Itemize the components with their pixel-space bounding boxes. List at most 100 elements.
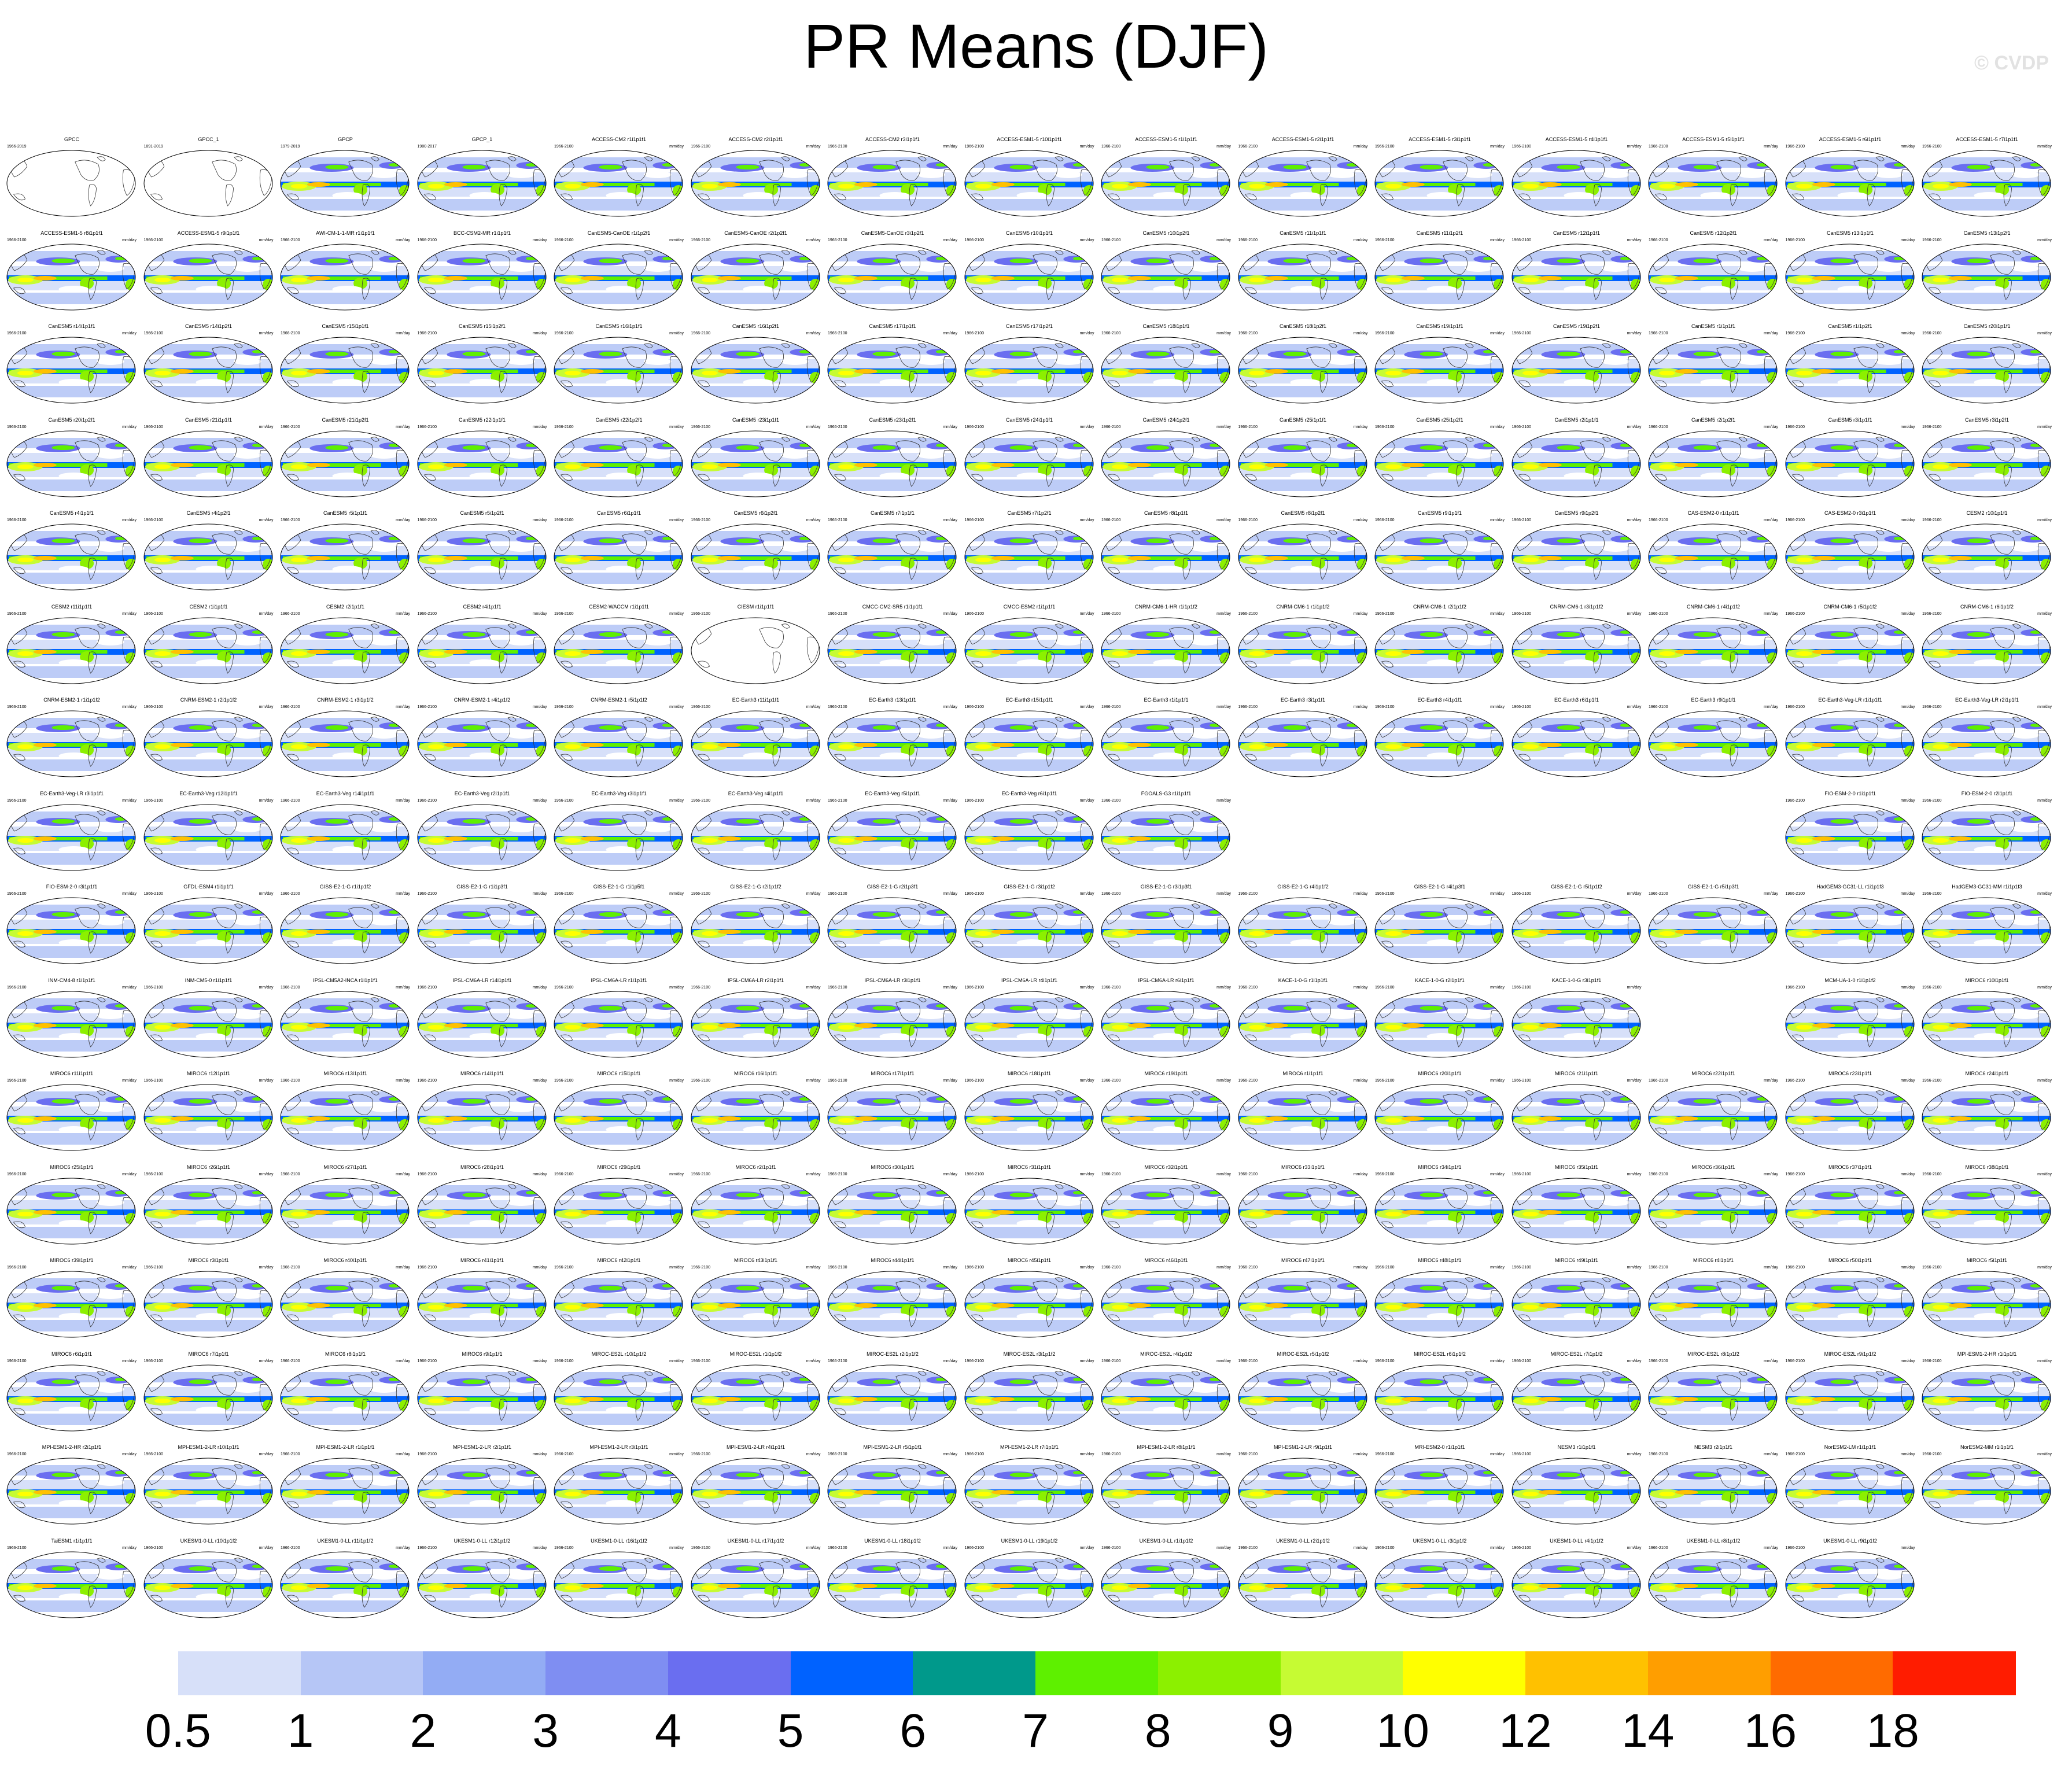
panel-title: MIROC6 r28i1p1f1 <box>460 1164 504 1170</box>
panel-units: mm/day <box>259 1545 274 1550</box>
panel-period: 1966-2100 <box>964 798 984 803</box>
panel-units: mm/day <box>943 611 957 616</box>
map-panel: MIROC6 r4i1p1f1 1966-2100 mm/day <box>1647 1257 1779 1344</box>
panel-units: mm/day <box>1353 892 1368 896</box>
world-map <box>827 1084 957 1151</box>
panel-period: 1966-2100 <box>7 892 27 896</box>
panel-units: mm/day <box>806 1545 821 1550</box>
map-panel: CNRM-CM6-1-HR r1i1p1f2 1966-2100 mm/day <box>1100 604 1232 691</box>
panel-units: mm/day <box>1764 611 1778 616</box>
precip-field <box>1238 244 1367 310</box>
precip-field <box>1238 1551 1367 1618</box>
precip-field <box>281 1271 409 1337</box>
panel-period: 1966-2100 <box>964 985 984 990</box>
panel-period: 1966-2100 <box>1101 425 1121 429</box>
precip-field <box>1375 991 1503 1057</box>
panel-period: 1966-2100 <box>1375 1359 1395 1363</box>
world-map <box>1785 523 1914 591</box>
precip-field <box>1922 1084 2051 1150</box>
panel-period: 1966-2100 <box>281 238 300 242</box>
panel-units: mm/day <box>1490 1079 1505 1083</box>
precip-field <box>1375 1551 1503 1618</box>
panel-period: 1966-2100 <box>1922 985 1942 990</box>
world-map <box>691 1364 820 1431</box>
precip-field <box>1238 430 1367 497</box>
panel-title: UKESM1-0-LL r8i1p1f2 <box>1686 1537 1741 1544</box>
panel-title: MIROC6 r23i1p1f1 <box>1828 1071 1872 1076</box>
panel-units: mm/day <box>1627 425 1642 429</box>
panel-title: ACCESS-ESM1-5 r8i1p1f1 <box>40 230 103 236</box>
panel-title: CanESM5 r25i1p2f1 <box>1416 416 1463 423</box>
panel-units: mm/day <box>2037 892 2052 896</box>
map-panel: GPCC_1 1891-2019 <box>143 137 275 223</box>
map-outline <box>417 804 546 870</box>
map-panel: EC-Earth3-Veg r4i1p1f1 1966-2100 mm/day <box>690 791 822 877</box>
world-map <box>280 991 410 1057</box>
panel-title: GISS-E2-1-G r2i1p1f2 <box>730 884 781 890</box>
precip-field <box>1375 898 1503 964</box>
world-map <box>1101 1364 1230 1431</box>
precip-field <box>828 430 956 497</box>
panel-units: mm/day <box>943 1545 957 1550</box>
map-panel: FIO-ESM-2-0 r1i1p1f1 1966-2100 mm/day <box>1785 791 1916 877</box>
map-panel: CanESM5 r2i1p2f1 1966-2100 mm/day <box>1647 417 1779 504</box>
world-map <box>964 150 1093 217</box>
map-outline <box>554 150 683 217</box>
panel-title: MIROC6 r13i1p1f1 <box>323 1071 367 1076</box>
precip-field <box>554 1271 683 1337</box>
colorbar-tick-label: 5 <box>777 1705 804 1757</box>
map-outline <box>827 1178 957 1244</box>
world-map <box>964 617 1093 684</box>
precip-field <box>828 1551 956 1618</box>
map-panel: MIROC6 r28i1p1f1 1966-2100 mm/day <box>416 1164 548 1251</box>
map-outline <box>1785 1178 1914 1244</box>
panel-title: NorESM2-MM r1i1p1f1 <box>1960 1444 2014 1450</box>
panel-period: 1966-2100 <box>691 518 710 522</box>
map-outline <box>143 897 272 964</box>
panel-period: 1966-2100 <box>1375 985 1395 990</box>
map-panel: MIROC6 r8i1p1f1 1966-2100 mm/day <box>279 1351 411 1438</box>
panel-title: CanESM5 r23i1p1f1 <box>732 416 780 423</box>
map-outline <box>1511 617 1640 684</box>
panel-title: UKESM1-0-LL r11i1p1f2 <box>317 1537 374 1544</box>
panel-period: 1966-2100 <box>1922 331 1942 335</box>
map-outline <box>1511 337 1640 404</box>
precip-field <box>1511 244 1640 310</box>
precip-field <box>281 898 409 964</box>
panel-period: 1980-2017 <box>417 145 437 149</box>
panel-title: GISS-E2-1-G r3i1p1f2 <box>1004 884 1055 890</box>
panel-title: GPCC_1 <box>198 137 219 142</box>
map-outline <box>691 804 820 870</box>
map-panel: BCC-CSM2-MR r1i1p1f1 1966-2100 mm/day <box>416 230 548 317</box>
panel-units: mm/day <box>532 425 547 429</box>
panel-title: CanESM5 r21i1p1f1 <box>185 416 233 423</box>
precip-field <box>1649 244 1777 310</box>
panel-period: 1966-2100 <box>691 1545 710 1550</box>
panel-units: mm/day <box>943 1079 957 1083</box>
precip-field <box>964 1271 1093 1337</box>
precip-field <box>828 898 956 964</box>
precip-field <box>1101 524 1230 590</box>
precip-field <box>1101 430 1230 497</box>
map-outline <box>1101 710 1230 777</box>
panel-title: MIROC6 r47i1p1f1 <box>1281 1257 1325 1263</box>
panel-period: 1966-2100 <box>1101 892 1121 896</box>
panel-units: mm/day <box>259 518 274 522</box>
panel-period: 1966-2100 <box>1785 1359 1805 1363</box>
map-outline <box>964 244 1093 310</box>
panel-units: mm/day <box>806 1359 821 1363</box>
panel-period: 1966-2100 <box>281 611 300 616</box>
panel-title: CNRM-CM6-1 r2i1p1f2 <box>1413 603 1467 610</box>
panel-title: CanESM5 r22i1p2f1 <box>595 416 643 423</box>
panel-units: mm/day <box>1900 331 1915 335</box>
colorbar-tick-label: 3 <box>532 1705 559 1757</box>
panel-title: CanESM5 r24i1p1f1 <box>1005 416 1053 423</box>
map-panel: CanESM5 r15i1p1f1 1966-2100 mm/day <box>279 323 411 410</box>
precip-field <box>281 1551 409 1618</box>
panel-units: mm/day <box>396 1172 410 1176</box>
map-panel: MIROC6 r15i1p1f1 1966-2100 mm/day <box>553 1071 685 1157</box>
panel-units: mm/day <box>1216 425 1231 429</box>
map-panel-empty-slot <box>1647 791 1779 877</box>
panel-period: 1966-2100 <box>1101 611 1121 616</box>
panel-units: mm/day <box>943 331 957 335</box>
